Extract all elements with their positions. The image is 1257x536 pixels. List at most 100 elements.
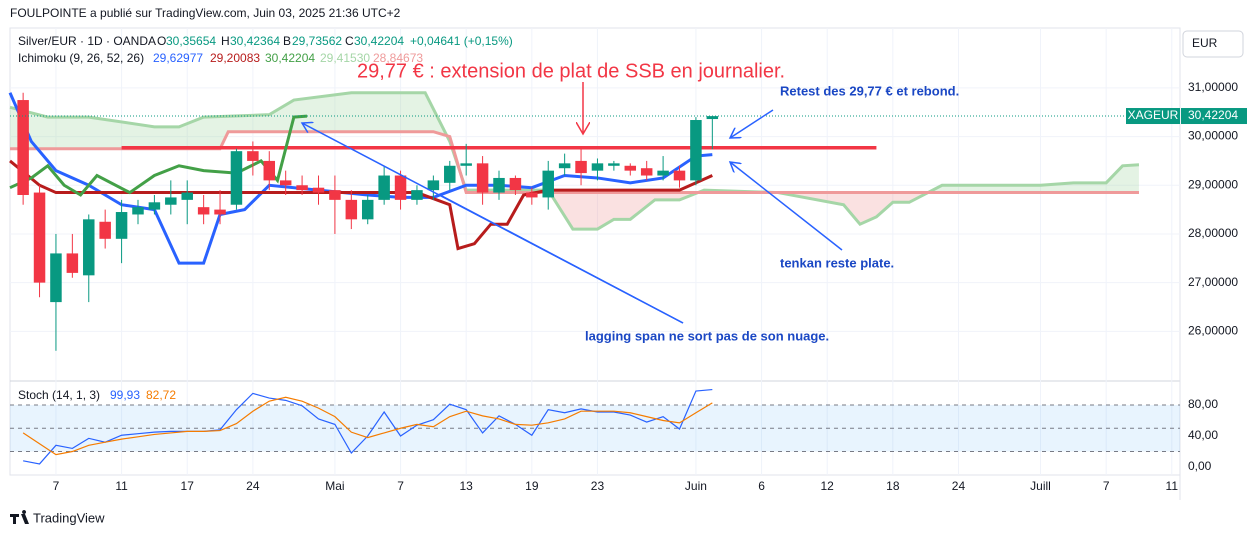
publish-info: FOULPOINTE a publié sur TradingView.com,… (10, 6, 401, 20)
y-tick-label: 40,00 (1188, 428, 1218, 442)
candle-body (575, 160, 587, 174)
candle-body (394, 175, 407, 200)
x-tick-label: 6 (758, 479, 765, 493)
x-tick-label: 17 (181, 479, 195, 493)
ohlc-value: 30,42204 (354, 34, 404, 48)
candle-body (706, 116, 719, 120)
candle-body (312, 187, 325, 193)
ohlc-key: O (157, 34, 166, 48)
candle-body (427, 180, 440, 191)
candle-body (476, 163, 489, 193)
currency-button[interactable] (1182, 30, 1244, 58)
change: +0,04641 (+0,15%) (410, 34, 513, 48)
x-tick-label: Juill (1030, 479, 1051, 493)
cloud-bear (10, 131, 1139, 230)
candle-body (50, 253, 62, 303)
x-tick-label: Mai (325, 479, 344, 493)
ohlc-value: 29,73562 (292, 34, 342, 48)
candle-body (17, 100, 29, 195)
candle-body (247, 151, 259, 161)
logo (10, 510, 29, 524)
candle-body (279, 180, 292, 186)
candle-body (526, 192, 538, 198)
candle-body (345, 199, 358, 220)
candle-body (608, 163, 620, 166)
candle-body (329, 190, 341, 200)
annotation: lagging span ne sort pas de son nuage. (585, 328, 829, 343)
candle-body (509, 177, 522, 191)
ohlc-key: C (345, 34, 354, 48)
annotation-title: 29,77 € : extension de plat de SSB en jo… (357, 60, 785, 82)
arrow (730, 162, 843, 251)
candle-body (591, 163, 604, 171)
annotation: tenkan reste plate. (780, 255, 894, 270)
arrow (730, 109, 774, 138)
candle-body (624, 165, 637, 171)
candle-body (148, 202, 161, 210)
y-tick-label: 28,00000 (1188, 226, 1238, 240)
stoch-value: 99,93 (110, 388, 140, 402)
y-tick-label: 30,00000 (1188, 129, 1238, 143)
candle-body (263, 160, 276, 181)
x-tick-label: 7 (53, 479, 60, 493)
y-tick-label: 26,00000 (1188, 323, 1238, 337)
y-tick-label: 31,00000 (1188, 80, 1238, 94)
ichimoku-value: 29,20083 (210, 51, 260, 65)
footer: TradingView (33, 510, 105, 525)
currency[interactable]: EUR (1192, 36, 1218, 50)
x-tick-label: Juin (685, 479, 707, 493)
symbol-tag-text: XAGEUR (1128, 108, 1179, 122)
price-tag-text: 30,42204 (1188, 108, 1238, 122)
candle-body (197, 207, 210, 215)
candle-body (690, 120, 702, 181)
ohlc-value: 30,42364 (230, 34, 280, 48)
ohlc-key: B (283, 34, 291, 48)
candle-body (33, 192, 46, 283)
x-tick-label: 7 (397, 479, 404, 493)
ichimoku-value: 28,84673 (373, 51, 423, 65)
stoch-line (23, 388, 713, 465)
candle-body (411, 190, 423, 200)
candle-body (460, 163, 472, 166)
candle-body (640, 168, 653, 176)
y-tick-label: 27,00000 (1188, 275, 1238, 289)
candle-body (657, 170, 669, 176)
candle-body (66, 253, 79, 273)
x-tick-label: 18 (886, 479, 900, 493)
candle-body (378, 175, 390, 200)
candle-body (558, 163, 571, 169)
x-tick-label: 11 (115, 479, 128, 493)
y-tick-label: 80,00 (1188, 397, 1218, 411)
ichimoku-label: Ichimoku (9, 26, 52, 26) (18, 51, 144, 65)
candle-body (444, 165, 456, 183)
candle-body (99, 221, 111, 239)
annotation: Retest des 29,77 € et rebond. (780, 83, 959, 98)
x-tick-label: 12 (821, 479, 835, 493)
candle-body (673, 170, 686, 181)
candle-body (132, 207, 144, 215)
ichimoku-value: 29,62977 (153, 51, 203, 65)
span-a (9, 91, 1140, 231)
candle-body (542, 170, 554, 198)
candle-body (214, 209, 226, 215)
stoch-label: Stoch (14, 1, 3) (18, 388, 100, 402)
x-tick-label: 23 (591, 479, 605, 493)
candle-body (165, 197, 177, 205)
price-tag (1181, 108, 1247, 125)
x-tick-label: 24 (246, 479, 260, 493)
stoch-value: 82,72 (146, 388, 176, 402)
ohlc-value: 30,35654 (166, 34, 216, 48)
ichimoku-value: 30,42204 (265, 51, 315, 65)
x-tick-label: 7 (1103, 479, 1110, 493)
candle-body (230, 151, 243, 205)
symbol-tag (1126, 108, 1180, 125)
candle-body (296, 185, 308, 191)
arrow (441, 195, 684, 324)
candle-body (83, 219, 95, 276)
ohlc-key: H (221, 34, 230, 48)
candle-body (115, 212, 128, 239)
candle-body (493, 177, 505, 193)
x-tick-label: 13 (460, 479, 474, 493)
